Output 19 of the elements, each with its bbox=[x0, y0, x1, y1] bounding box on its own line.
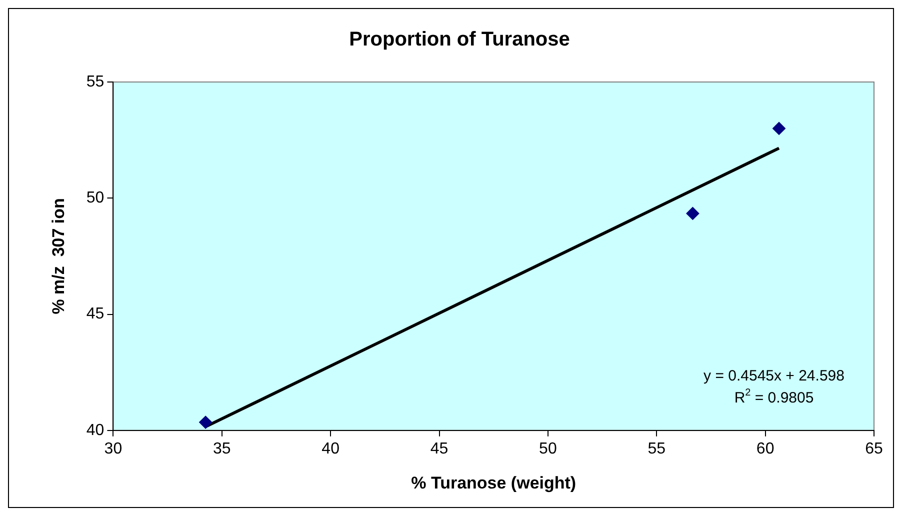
x-tick-label: 40 bbox=[322, 440, 340, 458]
x-tick-label: 30 bbox=[104, 440, 122, 458]
x-tick-label: 65 bbox=[865, 440, 883, 458]
x-tick-label: 45 bbox=[430, 440, 448, 458]
y-tick-label: 50 bbox=[86, 190, 104, 207]
x-tick-label: 50 bbox=[539, 440, 557, 458]
y-tick-label: 45 bbox=[86, 306, 104, 323]
point bbox=[772, 122, 786, 135]
x-tick-label: 60 bbox=[756, 440, 774, 458]
x-axis-title: % Turanose (weight) bbox=[411, 473, 576, 492]
annotation: y = 0.4545x + 24.598 bbox=[704, 367, 844, 384]
chart-title: Proportion of Turanose bbox=[349, 28, 570, 51]
x-tick-label: 35 bbox=[212, 440, 231, 458]
point bbox=[686, 206, 700, 220]
point bbox=[199, 416, 212, 429]
y-axis-title: % m/z 307 ion bbox=[48, 198, 68, 314]
y-tick-label: 55 bbox=[86, 73, 104, 90]
x-tick-label: 55 bbox=[648, 440, 666, 458]
y-tick-label: 40 bbox=[86, 422, 104, 439]
